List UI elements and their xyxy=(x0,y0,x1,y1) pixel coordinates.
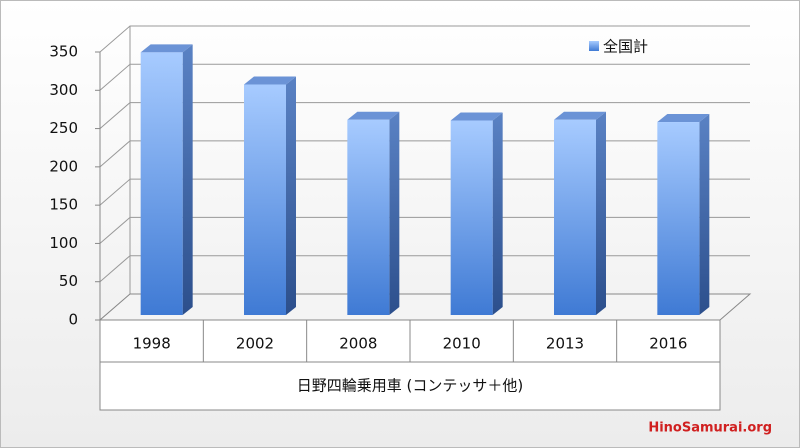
legend-label: 全国計 xyxy=(603,38,648,56)
x-tick-label: 1998 xyxy=(133,335,171,353)
y-tick-label: 0 xyxy=(68,311,78,329)
bar-front xyxy=(140,52,183,316)
bar-side xyxy=(389,111,400,315)
y-tick-label: 300 xyxy=(49,81,78,99)
bar xyxy=(140,44,193,316)
bar-front xyxy=(657,122,700,315)
bar xyxy=(347,111,400,315)
bar-side xyxy=(492,112,503,315)
bar-side xyxy=(286,76,296,316)
bar-top xyxy=(140,44,193,53)
y-tick-label: 50 xyxy=(59,272,78,290)
bar-top xyxy=(244,76,296,85)
bar xyxy=(244,76,296,316)
bar xyxy=(554,111,606,315)
x-tick-label: 2010 xyxy=(443,335,481,353)
bar-top xyxy=(554,111,606,120)
y-tick-label: 200 xyxy=(49,157,78,175)
bar-front xyxy=(244,84,286,316)
bar-top xyxy=(450,112,503,121)
legend-swatch xyxy=(589,41,599,51)
y-tick-label: 250 xyxy=(49,119,78,137)
bar xyxy=(657,114,710,315)
y-tick-label: 100 xyxy=(49,234,78,252)
x-tick-label: 2013 xyxy=(546,335,584,353)
bar-side xyxy=(182,44,193,316)
y-tick-label: 150 xyxy=(49,196,78,214)
bar-front xyxy=(554,119,596,315)
floor xyxy=(98,293,752,321)
bar xyxy=(450,112,503,315)
bar-front xyxy=(450,120,493,315)
x-axis-label: 日野四輪乗用車 (コンテッサ＋他) xyxy=(297,377,523,395)
bar-top xyxy=(657,114,710,123)
x-tick-label: 2016 xyxy=(649,335,687,353)
bar-side xyxy=(596,111,606,315)
bar-top xyxy=(347,111,400,120)
x-tick-label: 2002 xyxy=(236,335,274,353)
bar-front xyxy=(347,119,390,315)
bar-side xyxy=(699,114,710,315)
y-tick-label: 350 xyxy=(49,43,78,61)
watermark: HinoSamurai.org xyxy=(648,421,772,436)
x-tick-label: 2008 xyxy=(339,335,377,353)
